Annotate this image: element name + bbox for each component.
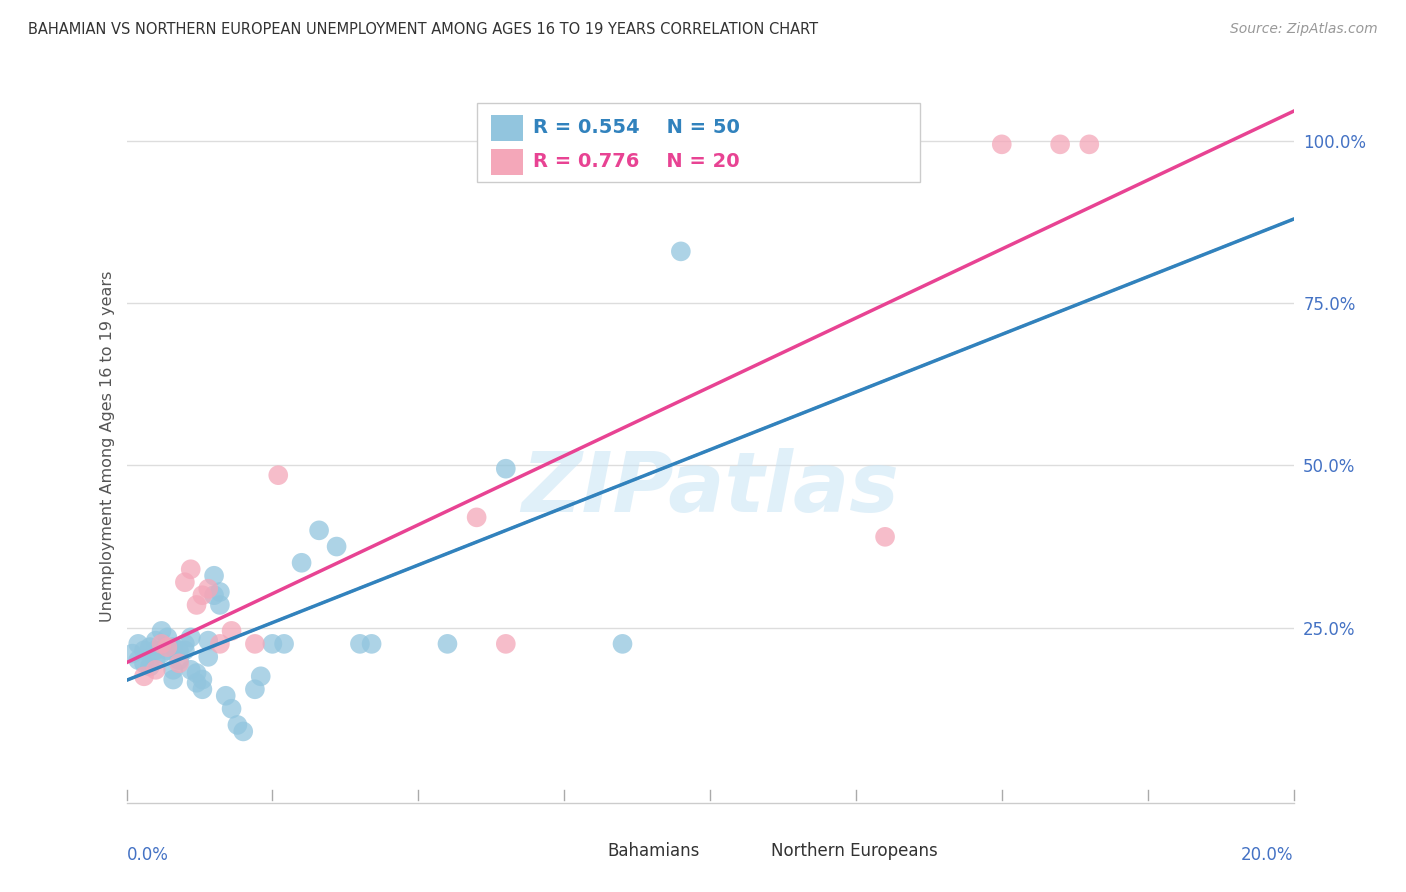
Point (139, 659, 162, 673)
Point (325, 540, 347, 554)
Text: R = 0.554    N = 50: R = 0.554 N = 50 (533, 119, 740, 137)
Point (197, 582, 219, 596)
Text: ZIPatlas: ZIPatlas (522, 449, 898, 529)
Point (145, 663, 167, 677)
Point (174, 575, 197, 590)
Text: Bahamians: Bahamians (607, 842, 700, 860)
Point (191, 588, 214, 602)
Point (465, 510, 488, 524)
Point (221, 702, 243, 716)
Bar (734, 842, 762, 860)
Point (612, 637, 634, 651)
Point (174, 637, 197, 651)
Point (349, 637, 371, 651)
Point (197, 633, 219, 648)
Point (990, 137, 1012, 152)
Point (1078, 137, 1101, 152)
Point (156, 643, 179, 657)
Point (150, 624, 173, 638)
Text: BAHAMIAN VS NORTHERN EUROPEAN UNEMPLOYMENT AMONG AGES 16 TO 19 YEARS CORRELATION: BAHAMIAN VS NORTHERN EUROPEAN UNEMPLOYME… (28, 22, 818, 37)
Point (162, 673, 184, 687)
Point (249, 669, 271, 683)
Bar (491, 149, 523, 175)
Bar (491, 115, 523, 141)
Point (180, 631, 202, 645)
Point (180, 663, 202, 677)
Point (208, 637, 231, 651)
Point (267, 468, 290, 483)
Point (167, 657, 190, 671)
Point (121, 647, 143, 661)
Point (162, 640, 184, 654)
Point (174, 643, 197, 657)
Point (150, 647, 173, 661)
Point (208, 585, 231, 599)
Text: R = 0.776    N = 20: R = 0.776 N = 20 (533, 153, 740, 171)
Point (162, 663, 184, 677)
Point (186, 598, 208, 612)
Text: 0.0%: 0.0% (127, 846, 169, 863)
Point (156, 631, 179, 645)
Point (191, 682, 214, 697)
Point (145, 633, 167, 648)
Point (139, 640, 162, 654)
Point (1049, 137, 1071, 152)
Point (669, 244, 692, 259)
Point (875, 530, 897, 544)
Point (273, 637, 295, 651)
Point (186, 666, 208, 681)
Point (243, 682, 266, 697)
Point (308, 524, 330, 538)
Point (221, 624, 243, 638)
Text: Source: ZipAtlas.com: Source: ZipAtlas.com (1230, 22, 1378, 37)
Point (243, 637, 266, 651)
Point (127, 653, 149, 667)
Point (132, 657, 155, 671)
Point (197, 649, 219, 664)
FancyBboxPatch shape (477, 103, 920, 182)
Point (150, 637, 173, 651)
Point (226, 718, 249, 732)
Point (180, 562, 202, 576)
Point (436, 637, 458, 651)
Point (232, 724, 254, 739)
Point (215, 689, 238, 703)
Point (132, 643, 155, 657)
Point (360, 637, 382, 651)
Point (167, 653, 190, 667)
Y-axis label: Unemployment Among Ages 16 to 19 years: Unemployment Among Ages 16 to 19 years (100, 270, 115, 622)
Point (145, 653, 167, 667)
Point (132, 669, 155, 683)
Text: 20.0%: 20.0% (1241, 846, 1294, 863)
Bar (569, 842, 599, 860)
Point (208, 598, 231, 612)
Point (495, 637, 517, 651)
Point (127, 637, 149, 651)
Point (290, 556, 312, 570)
Point (202, 588, 225, 602)
Point (495, 461, 517, 475)
Point (167, 643, 190, 657)
Point (262, 637, 284, 651)
Text: Northern Europeans: Northern Europeans (770, 842, 938, 860)
Point (145, 643, 167, 657)
Point (156, 640, 179, 654)
Point (202, 568, 225, 582)
Point (191, 673, 214, 687)
Point (186, 675, 208, 690)
